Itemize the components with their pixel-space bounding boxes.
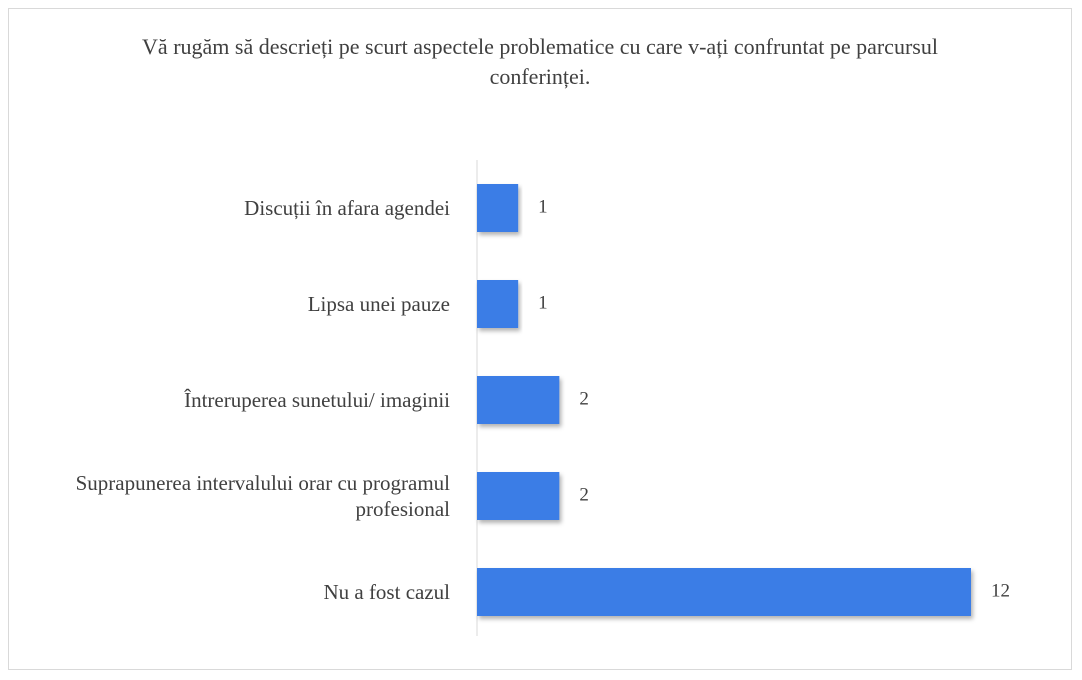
bar: [477, 472, 560, 520]
bar: [477, 376, 560, 424]
bar: [477, 184, 519, 232]
value-label: 12: [991, 580, 1010, 601]
chart-frame: [8, 8, 1072, 670]
category-label: Nu a fost cazul: [323, 580, 450, 604]
bar: [477, 568, 971, 616]
category-label: Întreruperea sunetului/ imaginii: [184, 388, 450, 412]
value-label: 2: [579, 484, 589, 505]
value-label: 1: [538, 292, 548, 313]
value-label: 2: [579, 388, 589, 409]
bar: [477, 280, 519, 328]
category-label: Lipsa unei pauze: [307, 292, 450, 316]
value-label: 1: [538, 196, 548, 217]
chart-title: Vă rugăm să descrieți pe scurt aspectele…: [142, 34, 938, 89]
category-label: Suprapunerea intervalului orar cu progra…: [75, 471, 450, 521]
category-label: Discuții în afara agendei: [244, 196, 450, 220]
